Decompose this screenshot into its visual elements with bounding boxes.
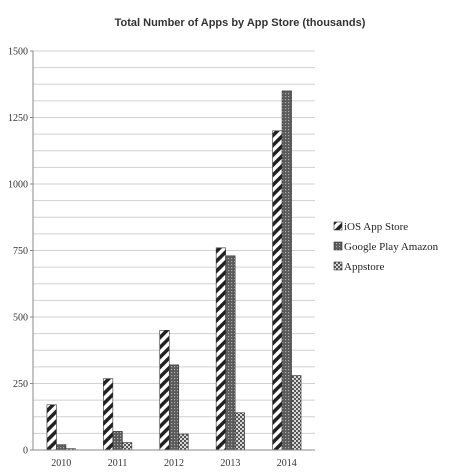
bar-2011-series-1 — [103, 378, 114, 451]
bar-2012-series-2 — [168, 364, 180, 451]
x-tick-label: 2012 — [164, 458, 184, 469]
y-tick-label: 0 — [23, 446, 28, 457]
bar-2013-series-3 — [234, 412, 245, 451]
y-axis: 0 250 500 750 1000 1250 1500 — [8, 47, 34, 457]
legend: iOS App Store Google Play Amazon Appstore — [333, 221, 439, 273]
legend-swatch — [333, 241, 343, 251]
y-tick-label: 500 — [13, 313, 28, 324]
legend-label: iOS App Store — [344, 221, 408, 233]
x-tick-label: 2014 — [277, 458, 297, 469]
y-tick-label: 250 — [13, 379, 28, 390]
gridlines — [33, 50, 315, 451]
legend-swatch — [333, 221, 343, 231]
bars — [46, 90, 302, 451]
x-tick-label: 2011 — [108, 458, 128, 469]
bar-2012-series-1 — [159, 329, 170, 451]
bar-2012-series-3 — [178, 433, 189, 451]
y-tick-label: 1000 — [8, 180, 28, 191]
chart-title: Total Number of Apps by App Store (thous… — [115, 17, 366, 29]
bar-2014-series-2 — [281, 90, 292, 451]
bar-2010-series-2 — [56, 444, 67, 451]
bar-2013-series-1 — [215, 247, 226, 451]
bar-2014-series-1 — [272, 130, 283, 451]
bar-2013-series-2 — [225, 255, 236, 451]
bar-2011-series-2 — [112, 431, 123, 451]
x-axis: 2010 2011 2012 2013 2014 — [33, 449, 315, 469]
y-tick-label: 750 — [13, 246, 28, 257]
legend-swatch — [333, 261, 343, 271]
bar-2011-series-3 — [122, 442, 133, 451]
legend-label: Appstore — [344, 261, 384, 273]
y-tick-label: 1500 — [8, 47, 28, 58]
x-tick-label: 2010 — [51, 458, 71, 469]
x-tick-label: 2013 — [220, 458, 240, 469]
bar-2010-series-1 — [46, 404, 57, 451]
bar-2014-series-3 — [291, 375, 302, 451]
y-tick-label: 1250 — [8, 113, 28, 124]
legend-label: Google Play Amazon — [344, 241, 439, 253]
